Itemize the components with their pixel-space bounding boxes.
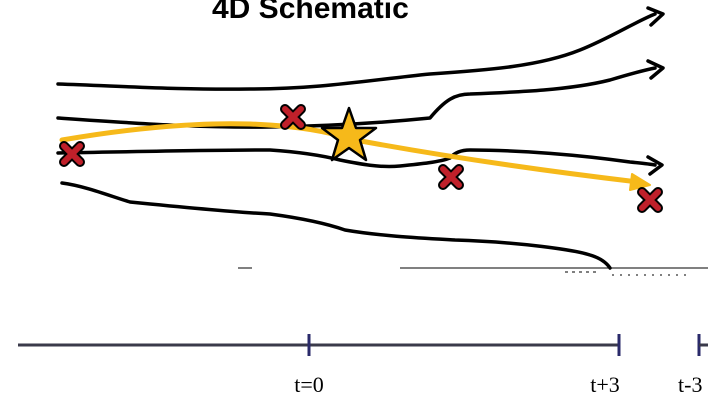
arrowhead-icon bbox=[646, 59, 665, 80]
baseline-remnants bbox=[238, 267, 708, 276]
tick-label-t-minus-3: t-3 bbox=[678, 372, 702, 397]
error-markers bbox=[59, 104, 663, 213]
tick-label-t-plus-3: t+3 bbox=[590, 372, 620, 397]
tick-label-t0: t=0 bbox=[294, 372, 324, 397]
x-cross-icon bbox=[438, 164, 464, 190]
track-line-bottom bbox=[60, 181, 612, 270]
timeline-axis: t=0 t+3 t-3 bbox=[18, 334, 708, 397]
track-line-top bbox=[56, 12, 657, 91]
star-icon bbox=[320, 106, 378, 162]
x-cross-icon bbox=[637, 187, 663, 213]
diagram-title: 4D Schematic bbox=[212, 0, 409, 25]
track-line-third bbox=[56, 148, 657, 169]
track-line-second bbox=[56, 66, 657, 129]
arrowhead-icon bbox=[646, 155, 664, 176]
arrowhead-icon bbox=[646, 6, 665, 27]
x-cross-icon bbox=[280, 104, 306, 130]
x-cross-icon bbox=[59, 141, 85, 167]
